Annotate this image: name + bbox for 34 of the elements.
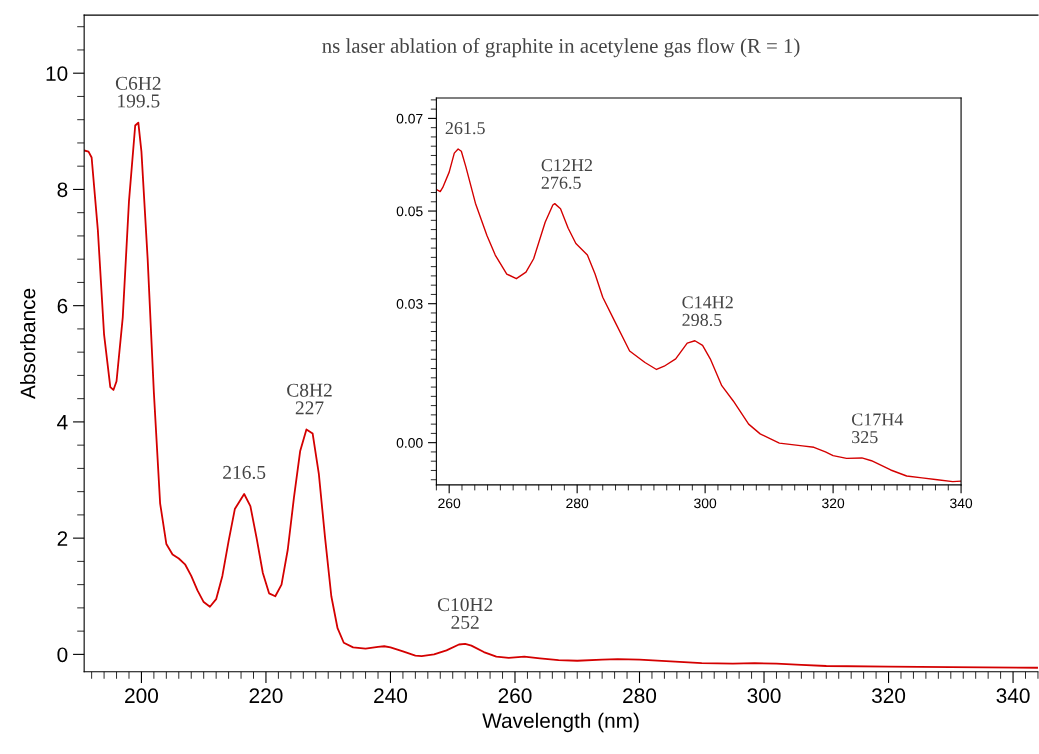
- x-tick-label: 240: [374, 688, 408, 704]
- annotation: 216.5: [223, 465, 266, 479]
- x-tick-label: 300: [694, 498, 717, 509]
- x-tick-label: 320: [871, 688, 906, 704]
- x-tick-label: 260: [438, 498, 461, 509]
- y-tick-label: 0.05: [396, 206, 423, 217]
- x-tick-label: 340: [950, 498, 973, 509]
- y-tick-label: 10: [46, 66, 68, 81]
- x-axis-title: Wavelength (nm): [482, 712, 639, 733]
- annotation: 261.5: [445, 122, 485, 135]
- y-axis-title: Absorbance: [20, 288, 36, 399]
- annotation: C12H2 276.5: [541, 159, 593, 189]
- x-tick-label: 200: [125, 688, 158, 704]
- annotation: C17H4 325: [851, 413, 904, 444]
- x-tick-label: 340: [996, 688, 1030, 704]
- annotation: C14H2 298.5: [682, 296, 733, 327]
- x-tick-label: 280: [566, 498, 589, 509]
- x-tick-label: 300: [747, 688, 781, 704]
- y-tick-label: 0: [57, 647, 68, 663]
- text: ns laser ablation of graphite in acetylene gas flow (R = 1): [322, 38, 800, 58]
- x-tick-label: 260: [498, 688, 532, 704]
- x-tick-label: 320: [822, 498, 845, 509]
- annotation: C6H2 199.5: [115, 76, 161, 108]
- annotation: C8H2 227: [287, 383, 332, 415]
- y-tick-label: 4: [57, 415, 68, 430]
- y-tick-label: 0.03: [396, 299, 423, 309]
- x-tick-label: 220: [249, 688, 283, 704]
- y-tick-label: 0.07: [396, 113, 423, 124]
- annotation: C10H2 252: [437, 598, 493, 629]
- x-tick-label: 280: [623, 688, 657, 704]
- y-tick-label: 8: [57, 182, 68, 198]
- y-tick-label: 6: [57, 298, 68, 314]
- y-tick-label: 0.00: [396, 438, 423, 448]
- y-tick-label: 2: [57, 531, 68, 546]
